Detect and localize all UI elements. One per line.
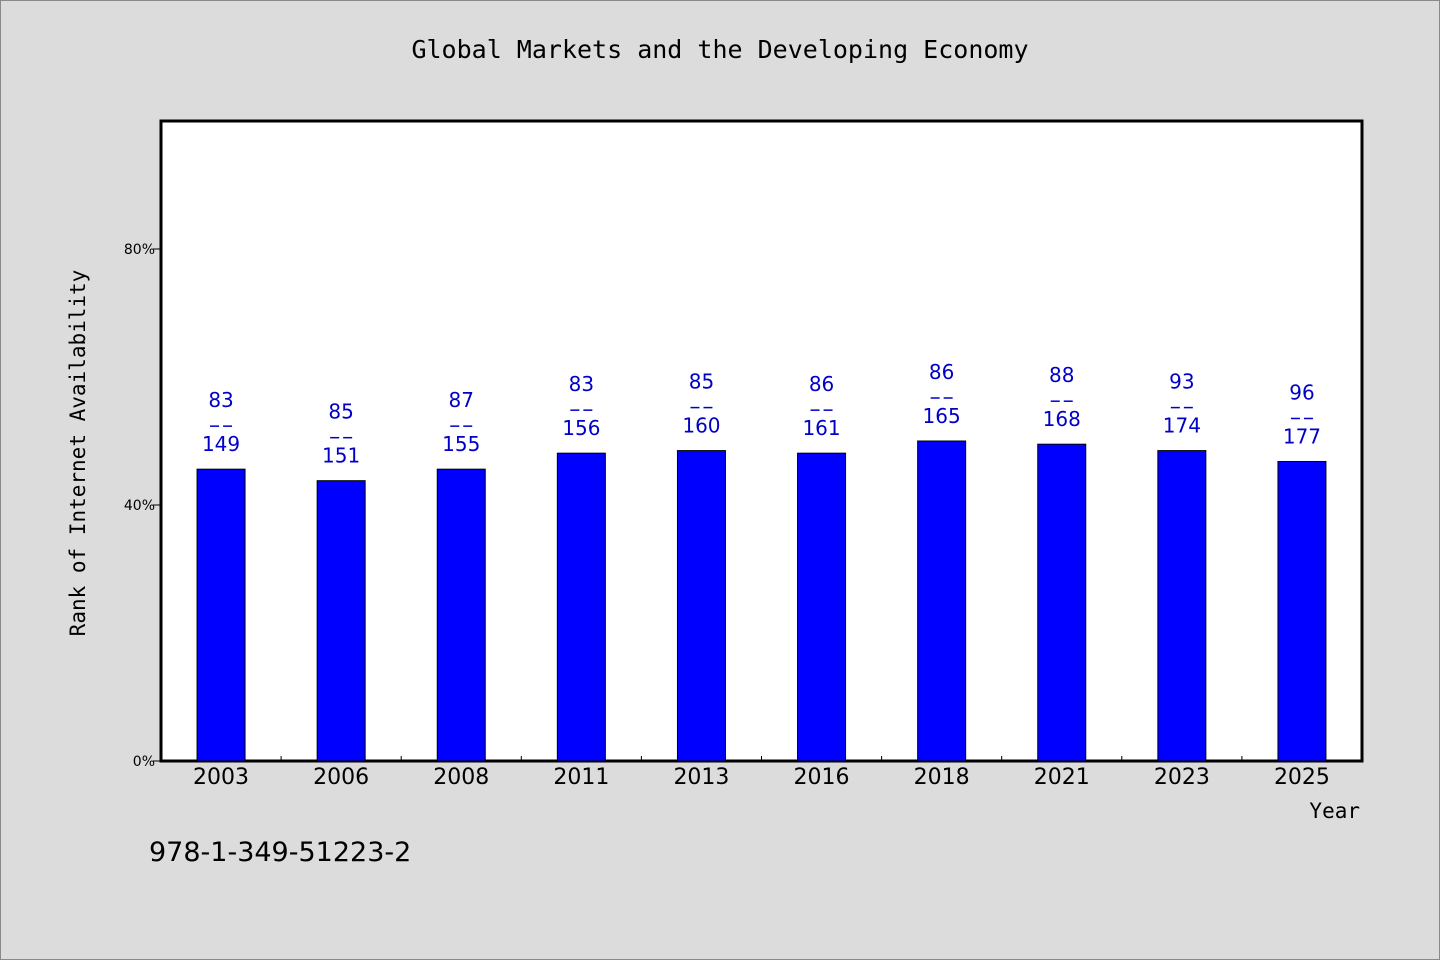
isbn-label: 978-1-349-51223-2 [149, 837, 412, 868]
y-axis: 0% 40% 80% [124, 242, 161, 770]
data-label-bottom: 177 [1283, 424, 1321, 448]
x-tick-label: 2008 [433, 765, 489, 790]
data-label-bottom: 161 [802, 416, 840, 440]
data-label-top: 87 [449, 388, 474, 412]
chart-title: Global Markets and the Developing Econom… [411, 35, 1029, 64]
x-tick-label: 2003 [193, 765, 249, 790]
x-tick-label: 2018 [914, 765, 970, 790]
data-label-bottom: 156 [562, 416, 600, 440]
y-tick-label: 0% [133, 754, 155, 770]
data-label-top: 85 [328, 400, 353, 424]
bar [1157, 450, 1207, 762]
y-tick-label: 40% [124, 498, 155, 514]
data-label-bottom: 149 [202, 432, 240, 456]
data-label-bottom: 160 [682, 414, 720, 438]
data-label-top: 96 [1289, 380, 1314, 404]
data-labels: 83 149 85 151 87 155 83 156 85 160 86 161 86 165 88 168… [202, 360, 1321, 468]
bar-series [196, 440, 1327, 762]
data-label-top: 93 [1169, 370, 1194, 394]
category-labels: 2003 2006 2008 2011 2013 2016 2018 2021 2023 2025 [193, 765, 1330, 790]
y-axis-title: Rank of Internet Availability [66, 270, 90, 637]
data-label-bottom: 165 [923, 404, 961, 428]
data-label-bottom: 155 [442, 432, 480, 456]
x-axis [280, 756, 1243, 761]
x-tick-label: 2013 [673, 765, 729, 790]
data-label-top: 88 [1049, 363, 1074, 387]
data-label-top: 85 [689, 370, 714, 394]
data-label-bottom: 168 [1043, 407, 1081, 431]
bar [797, 452, 847, 762]
y-tick-label: 80% [124, 242, 155, 258]
x-tick-label: 2023 [1154, 765, 1210, 790]
x-tick-label: 2006 [313, 765, 369, 790]
data-label-bottom: 174 [1163, 414, 1201, 438]
bar [1037, 443, 1087, 762]
x-tick-label: 2021 [1034, 765, 1090, 790]
data-label-top: 86 [929, 360, 954, 384]
bar [1277, 460, 1327, 762]
bar [316, 480, 366, 762]
bar [196, 468, 246, 762]
data-label-top: 86 [809, 372, 834, 396]
bar [917, 440, 967, 762]
bar [676, 450, 726, 762]
x-tick-label: 2025 [1274, 765, 1330, 790]
x-tick-label: 2016 [794, 765, 850, 790]
bar [436, 468, 486, 762]
bar [556, 452, 606, 762]
x-tick-label: 2011 [553, 765, 609, 790]
data-label-top: 83 [208, 388, 233, 412]
data-label-bottom: 151 [322, 444, 360, 468]
x-axis-title: Year [1309, 799, 1360, 823]
data-label-top: 83 [569, 372, 594, 396]
